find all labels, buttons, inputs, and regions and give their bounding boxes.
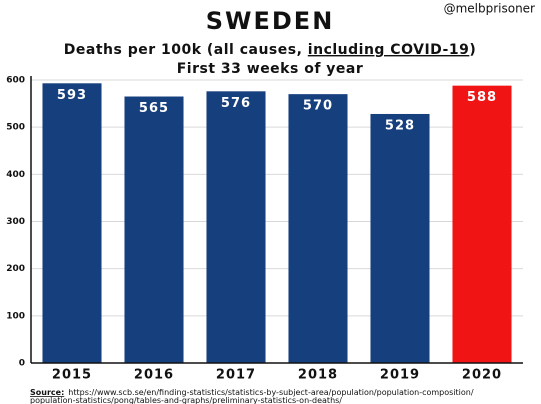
x-tick-label: 2016 bbox=[134, 368, 174, 383]
y-tick-label: 500 bbox=[6, 123, 25, 133]
y-tick-label: 400 bbox=[6, 170, 25, 180]
subtitle-part: ) bbox=[469, 42, 476, 58]
value-label: 588 bbox=[467, 90, 497, 105]
chart-title: SWEDEN bbox=[206, 7, 335, 35]
x-tick-label: 2015 bbox=[52, 368, 92, 383]
subtitle-part: including COVID-19 bbox=[308, 42, 470, 58]
chart-subtitle: Deaths per 100k (all causes, including C… bbox=[64, 42, 476, 58]
bar bbox=[288, 94, 348, 364]
y-tick-label: 200 bbox=[6, 264, 25, 274]
bar bbox=[42, 83, 102, 363]
value-label: 593 bbox=[57, 88, 87, 103]
y-tick-label: 300 bbox=[6, 217, 25, 227]
bar bbox=[370, 113, 430, 364]
subtitle-part: Deaths per 100k (all causes, bbox=[64, 42, 308, 58]
handle: @melbprisoner bbox=[444, 2, 535, 16]
value-label: 528 bbox=[385, 118, 415, 133]
x-tick-label: 2019 bbox=[380, 368, 420, 383]
bar bbox=[452, 85, 512, 363]
y-tick-label: 0 bbox=[19, 359, 25, 369]
value-label: 570 bbox=[303, 99, 333, 114]
chart-subtitle-line2: First 33 weeks of year bbox=[177, 61, 364, 77]
source-line: population-statistics/pong/tables-and-gr… bbox=[30, 396, 342, 404]
source-url: https://www.scb.se/en/finding-statistics… bbox=[68, 388, 474, 397]
y-tick-label: 100 bbox=[6, 311, 25, 321]
x-tick-label: 2017 bbox=[216, 368, 256, 383]
bar bbox=[206, 91, 266, 363]
value-label: 565 bbox=[139, 101, 169, 116]
bar bbox=[124, 96, 184, 363]
source-label: Source: bbox=[30, 388, 64, 397]
source-line: Source: https://www.scb.se/en/finding-sta… bbox=[30, 388, 474, 397]
x-tick-label: 2020 bbox=[462, 368, 502, 383]
x-tick-label: 2018 bbox=[298, 368, 338, 383]
value-label: 576 bbox=[221, 96, 251, 111]
source-url: population-statistics/pong/tables-and-gr… bbox=[30, 396, 342, 404]
y-tick-label: 600 bbox=[6, 76, 25, 86]
